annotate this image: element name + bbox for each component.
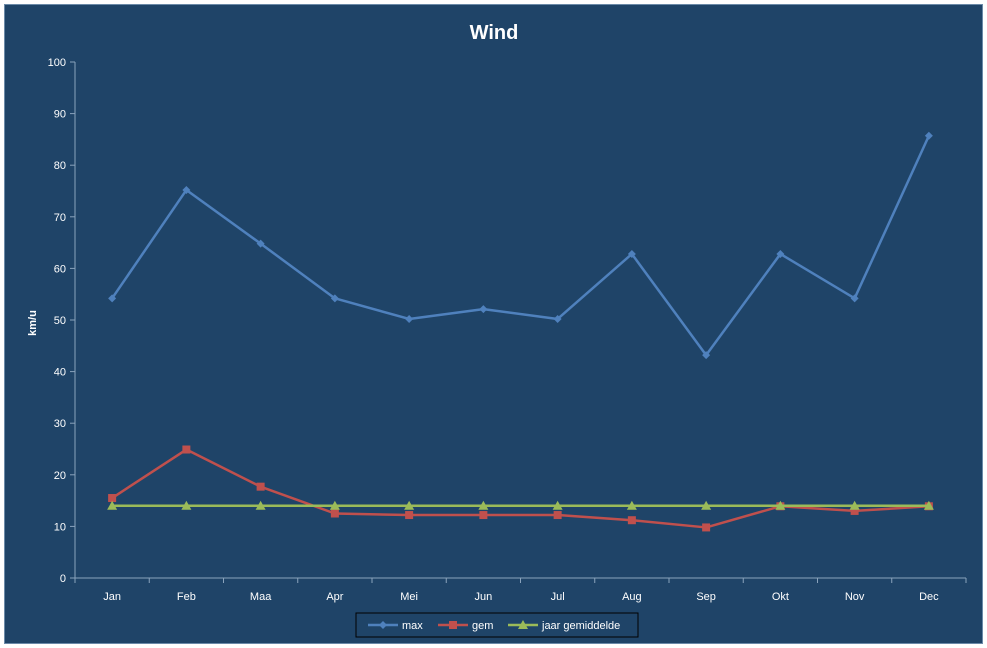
data-point — [108, 494, 117, 503]
x-tick-label: Jan — [103, 591, 121, 603]
data-point — [849, 500, 860, 510]
chart-title: Wind — [470, 22, 519, 44]
data-point — [256, 239, 265, 248]
legend-item: jaar gemiddelde — [508, 620, 620, 632]
x-tick-label: Jun — [475, 591, 493, 603]
series-line — [111, 448, 929, 529]
x-tick-label: Apr — [326, 591, 343, 603]
data-point — [627, 516, 636, 525]
x-tick-label: Nov — [845, 591, 865, 603]
x-tick-label: Jul — [551, 591, 565, 603]
legend-swatch-marker — [379, 621, 387, 629]
series-gem — [108, 445, 933, 532]
data-point — [702, 523, 711, 532]
data-point — [182, 185, 191, 194]
y-tick-label: 20 — [54, 470, 66, 482]
x-tick-label: Maa — [250, 591, 272, 603]
data-point — [924, 131, 933, 140]
x-tick-label: Feb — [177, 591, 196, 603]
data-point — [850, 294, 859, 303]
legend-item: max — [368, 620, 423, 632]
y-tick-label: 10 — [54, 521, 66, 533]
data-point — [923, 500, 934, 510]
y-tick-label: 0 — [60, 573, 66, 585]
series-line — [111, 135, 931, 357]
legend-box — [355, 612, 639, 638]
x-tick-label: Okt — [772, 591, 789, 603]
y-tick-label: 100 — [48, 57, 66, 69]
data-point — [479, 305, 488, 314]
data-point — [552, 500, 563, 510]
data-point — [553, 511, 562, 520]
y-axis-label: km/u — [27, 310, 39, 336]
legend-label: max — [402, 620, 423, 632]
data-point — [404, 500, 415, 510]
data-point — [330, 509, 339, 518]
data-point — [479, 511, 488, 520]
series-max — [108, 131, 933, 360]
data-point — [850, 506, 859, 515]
data-point — [108, 294, 117, 303]
line-chart: Wind km/u 0 10 20 30 40 50 60 70 80 90 100 Jan Feb Ma… — [27, 22, 967, 638]
x-tick-label: Mei — [400, 591, 418, 603]
data-point — [553, 314, 562, 323]
x-tick-label: Aug — [622, 591, 642, 603]
data-point — [405, 511, 414, 520]
series-layer — [107, 131, 934, 532]
data-point — [329, 500, 340, 510]
y-tick-label: 70 — [54, 212, 66, 224]
y-tick-label: 30 — [54, 418, 66, 430]
y-tick-label: 60 — [54, 263, 66, 275]
data-point — [627, 249, 636, 258]
data-point — [255, 500, 266, 510]
data-point — [626, 500, 637, 510]
y-tick-label: 40 — [54, 367, 66, 379]
axes: 0 10 20 30 40 50 60 70 80 90 100 Jan Feb Maa Apr Mei Jun… — [48, 57, 967, 603]
legend-swatch-marker — [518, 620, 528, 629]
data-point — [478, 500, 489, 510]
series-jaar-gemiddelde — [107, 500, 934, 510]
legend: max gem jaar gemiddelde — [355, 612, 639, 638]
y-tick-label: 80 — [54, 160, 66, 172]
legend-swatch-marker — [449, 621, 457, 629]
legend-label: gem — [472, 620, 493, 632]
x-tick-label: Dec — [919, 591, 939, 603]
y-tick-label: 90 — [54, 109, 66, 121]
legend-item: gem — [438, 620, 493, 632]
data-point — [775, 500, 786, 510]
chart-area: Wind km/u 0 10 20 30 40 50 60 70 80 90 100 Jan Feb Ma… — [4, 4, 983, 644]
data-point — [776, 249, 785, 258]
legend-label: jaar gemiddelde — [541, 620, 620, 632]
y-tick-label: 50 — [54, 315, 66, 327]
data-point — [181, 500, 192, 510]
data-point — [405, 314, 414, 323]
data-point — [330, 294, 339, 303]
x-tick-label: Sep — [696, 591, 716, 603]
data-point — [182, 445, 191, 454]
data-point — [702, 351, 711, 360]
data-point — [701, 500, 712, 510]
data-point — [256, 482, 265, 491]
data-point — [107, 500, 118, 510]
